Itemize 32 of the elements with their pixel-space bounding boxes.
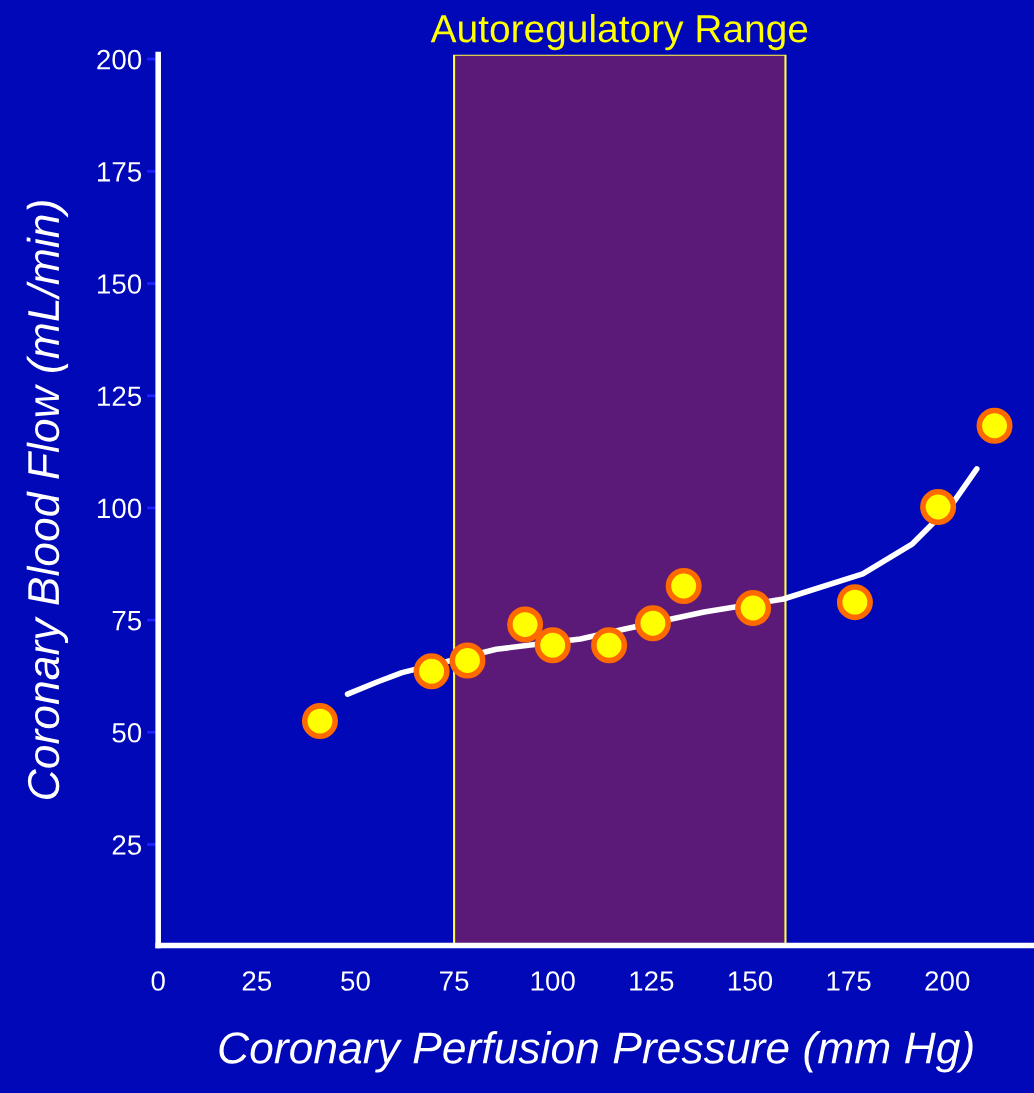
x-tick-label: 150 [728, 971, 773, 991]
point [735, 589, 772, 626]
y-tick-label: 175 [98, 162, 142, 182]
x-tick-label: 75 [440, 971, 469, 991]
point [665, 567, 702, 604]
y-axis-title: Coronary Blood Flow (mL/min) [26, 201, 69, 799]
point [976, 407, 1013, 444]
y-tick-label: 100 [98, 498, 142, 519]
point [413, 653, 450, 690]
x-tick-label: 175 [827, 971, 871, 991]
point [534, 627, 571, 664]
point [634, 605, 671, 642]
point [920, 489, 957, 525]
x-tick-label: 0 [151, 971, 165, 991]
y-tick-label: 75 [112, 611, 142, 631]
band-label: Autoregulatory Range [430, 13, 808, 51]
point [591, 627, 628, 664]
x-tick-label: 25 [242, 971, 272, 991]
y-tick-label: 50 [112, 722, 142, 743]
x-axis-title: Coronary Perfusion Pressure (mm Hg) [219, 1031, 973, 1073]
point [449, 642, 486, 679]
x-tick-label: 100 [531, 971, 575, 991]
y-tick-label: 200 [97, 49, 142, 70]
y-tick-label: 125 [98, 386, 142, 407]
point [836, 584, 873, 621]
y-tick-label: 25 [112, 835, 142, 855]
x-tick-label: 125 [630, 971, 674, 991]
x-tick-label: 200 [925, 971, 970, 991]
y-tick-label: 150 [98, 274, 142, 294]
point [507, 606, 544, 643]
point [301, 703, 338, 740]
x-tick-label: 50 [341, 971, 370, 991]
